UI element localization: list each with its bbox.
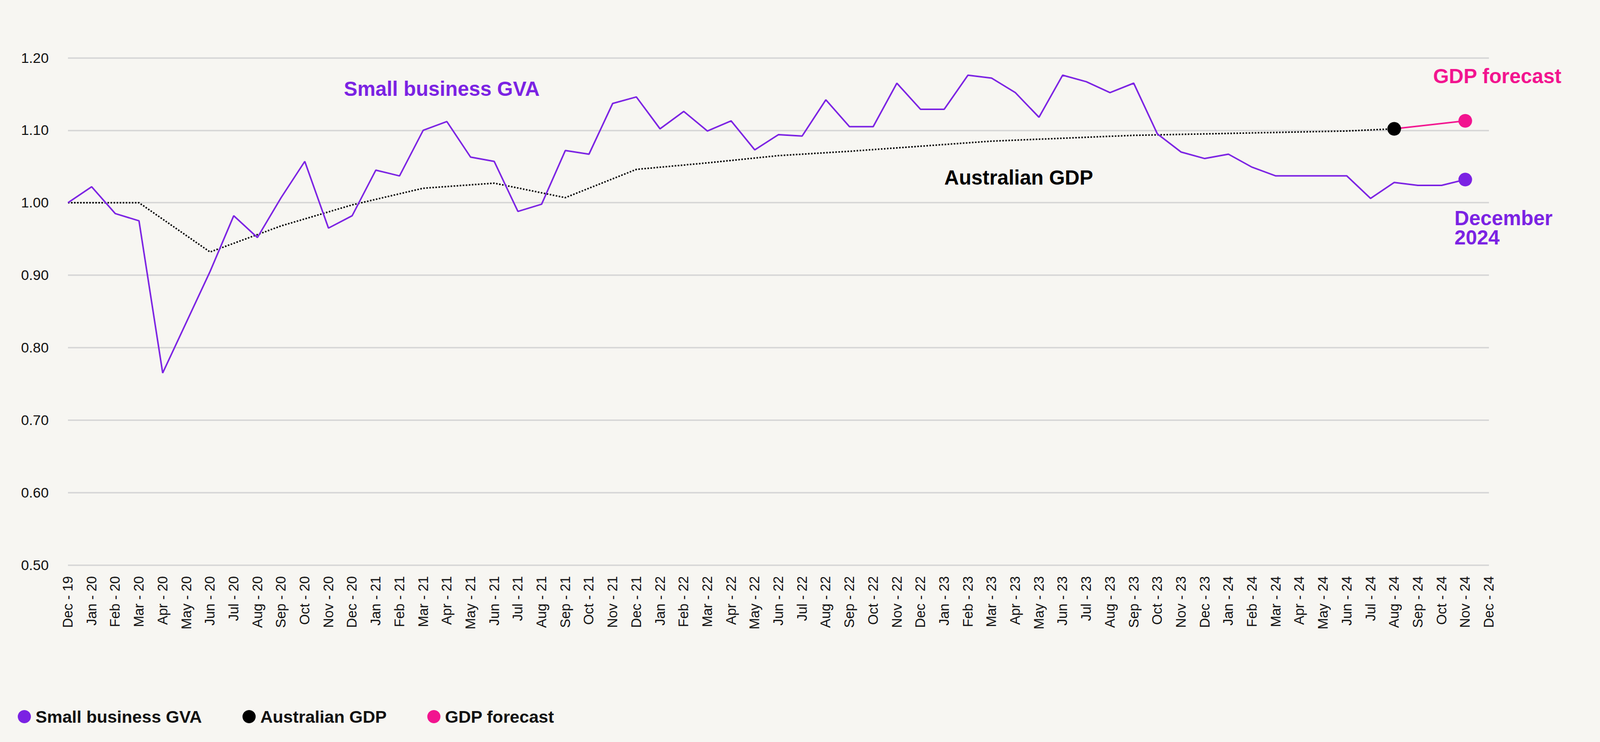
svg-text:Nov - 24: Nov - 24 [1457,576,1473,628]
svg-text:1.20: 1.20 [21,50,50,66]
svg-text:Apr - 23: Apr - 23 [1007,576,1023,625]
svg-text:Jul - 24: Jul - 24 [1363,576,1379,622]
svg-text:Aug - 22: Aug - 22 [818,576,834,628]
svg-text:Aug - 21: Aug - 21 [534,576,550,628]
svg-text:0.70: 0.70 [21,412,50,429]
svg-text:Oct - 24: Oct - 24 [1434,576,1450,625]
svg-text:Nov - 22: Nov - 22 [889,576,905,628]
svg-text:Feb - 24: Feb - 24 [1244,576,1260,628]
svg-text:May - 22: May - 22 [747,576,763,630]
svg-text:May - 21: May - 21 [463,576,479,630]
svg-text:Apr - 20: Apr - 20 [155,576,171,625]
svg-text:Feb - 20: Feb - 20 [107,576,123,628]
svg-text:Jan - 23: Jan - 23 [936,576,952,626]
svg-text:December: December [1454,206,1559,230]
svg-text:Aug - 23: Aug - 23 [1102,576,1118,628]
svg-text:Apr - 22: Apr - 22 [723,576,739,625]
svg-text:GDP forecast: GDP forecast [1433,64,1562,88]
svg-text:May - 20: May - 20 [179,576,195,630]
svg-text:Nov - 20: Nov - 20 [321,576,337,628]
svg-text:Mar - 20: Mar - 20 [131,576,147,628]
svg-text:Apr - 21: Apr - 21 [439,576,455,625]
svg-text:Jun - 23: Jun - 23 [1054,576,1071,626]
svg-text:Dec - 24: Dec - 24 [1481,576,1497,628]
svg-text:Nov - 23: Nov - 23 [1173,576,1189,628]
svg-text:May - 23: May - 23 [1031,576,1047,630]
svg-text:Small business GVA: Small business GVA [35,706,202,727]
svg-text:Jan - 24: Jan - 24 [1220,576,1236,626]
svg-text:0.90: 0.90 [21,267,50,283]
svg-text:Jan - 21: Jan - 21 [368,576,384,626]
svg-text:Aug - 20: Aug - 20 [250,576,266,628]
svg-text:Jan - 22: Jan - 22 [652,576,668,626]
svg-text:1.10: 1.10 [21,122,50,138]
svg-text:Dec - 20: Dec - 20 [344,576,360,628]
svg-text:Aug - 24: Aug - 24 [1386,576,1402,628]
svg-text:0.80: 0.80 [21,339,50,356]
svg-text:Small business GVA: Small business GVA [343,77,540,100]
svg-text:Jul - 21: Jul - 21 [510,576,526,622]
svg-text:0.60: 0.60 [21,484,50,501]
svg-text:2024: 2024 [1454,226,1501,249]
svg-text:Mar - 22: Mar - 22 [699,576,716,628]
svg-text:Jan - 20: Jan - 20 [84,576,100,626]
svg-text:Dec - 22: Dec - 22 [912,576,929,628]
svg-text:Sep - 23: Sep - 23 [1126,576,1142,628]
svg-text:Australian GDP: Australian GDP [944,166,1093,189]
svg-text:Jun - 22: Jun - 22 [770,576,787,626]
svg-text:Jul - 22: Jul - 22 [794,576,810,622]
svg-text:Oct - 22: Oct - 22 [865,576,881,625]
svg-text:Jul - 20: Jul - 20 [226,576,242,622]
svg-text:Australian GDP: Australian GDP [260,706,387,727]
svg-text:Oct - 21: Oct - 21 [581,576,597,625]
svg-text:Apr - 24: Apr - 24 [1291,576,1307,625]
svg-text:Dec - 23: Dec - 23 [1197,576,1213,628]
svg-text:GDP forecast: GDP forecast [445,706,555,727]
svg-text:Mar - 21: Mar - 21 [415,576,432,628]
svg-text:Oct - 20: Oct - 20 [297,576,313,625]
svg-text:Jun - 20: Jun - 20 [202,576,218,626]
svg-text:Nov - 21: Nov - 21 [605,576,621,628]
svg-text:Oct - 23: Oct - 23 [1149,576,1165,625]
svg-text:Dec - 21: Dec - 21 [628,576,645,628]
svg-text:Sep - 21: Sep - 21 [557,576,574,628]
svg-text:Feb - 21: Feb - 21 [392,576,408,628]
svg-text:Sep - 24: Sep - 24 [1410,576,1426,628]
svg-text:Jun - 21: Jun - 21 [486,576,503,626]
svg-text:Feb - 22: Feb - 22 [676,576,692,628]
svg-text:Mar - 24: Mar - 24 [1268,576,1284,628]
svg-text:Dec - 19: Dec - 19 [60,576,76,628]
svg-text:Sep - 20: Sep - 20 [273,576,289,628]
svg-text:Jul - 23: Jul - 23 [1078,576,1094,622]
svg-text:Jun - 24: Jun - 24 [1339,576,1355,626]
svg-text:Mar - 23: Mar - 23 [983,576,1000,628]
svg-text:Sep - 22: Sep - 22 [841,576,858,628]
svg-text:1.00: 1.00 [21,194,50,211]
svg-text:Feb - 23: Feb - 23 [960,576,976,628]
svg-text:May - 24: May - 24 [1315,576,1331,630]
svg-text:0.50: 0.50 [21,557,50,574]
